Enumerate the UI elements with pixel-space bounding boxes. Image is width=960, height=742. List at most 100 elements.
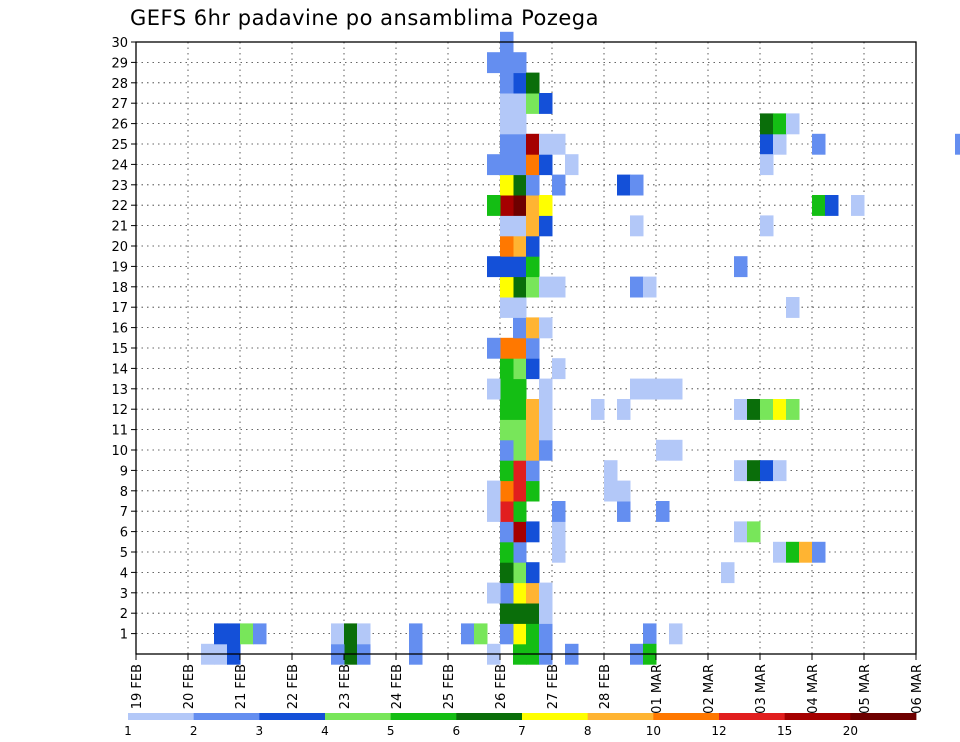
heatmap-cell	[526, 460, 540, 482]
y-tick-label: 17	[111, 301, 128, 316]
legend-swatch	[587, 713, 654, 720]
heatmap-cell	[513, 439, 527, 461]
heatmap-cell	[500, 582, 514, 604]
heatmap-cell	[500, 378, 514, 400]
legend-label: 2	[190, 724, 198, 738]
heatmap-cell	[643, 378, 657, 400]
y-tick-label: 4	[120, 566, 128, 581]
heatmap-cell	[500, 215, 514, 237]
heatmap-cell	[513, 133, 527, 155]
y-tick-label: 6	[120, 526, 128, 541]
heatmap-cell	[513, 52, 527, 74]
heatmap-cell	[513, 521, 527, 543]
heatmap-cell	[500, 154, 514, 176]
heatmap-cell	[526, 623, 540, 645]
legend-swatch	[193, 713, 260, 720]
heatmap-cell	[734, 521, 748, 543]
legend-swatch	[784, 713, 851, 720]
y-tick-label: 15	[111, 342, 128, 357]
heatmap-cell	[526, 582, 540, 604]
heatmap-cell	[812, 195, 826, 216]
x-tick-label: 28 FEB	[598, 664, 613, 709]
heatmap-cell	[630, 174, 644, 196]
heatmap-cell	[500, 480, 514, 502]
heatmap-cell	[500, 419, 514, 441]
heatmap-cell	[760, 460, 774, 482]
heatmap-cell	[760, 113, 774, 135]
heatmap-cell	[773, 133, 787, 155]
y-tick-label: 2	[120, 607, 128, 622]
heatmap-cell	[539, 276, 553, 298]
legend-swatch	[128, 713, 195, 720]
x-tick-label: 24 FEB	[390, 664, 405, 709]
heatmap-cell	[526, 133, 540, 155]
heatmap-cell	[747, 521, 761, 543]
heatmap-cell	[812, 133, 826, 155]
legend-label: 7	[518, 724, 526, 738]
heatmap-cell	[539, 419, 553, 441]
heatmap-cell	[513, 419, 527, 441]
heatmap-cell	[721, 562, 735, 584]
heatmap-cell	[513, 297, 527, 318]
heatmap-cell	[513, 195, 527, 216]
heatmap-cell	[617, 501, 631, 522]
y-tick-label: 13	[111, 383, 128, 398]
heatmap-cell	[253, 623, 267, 645]
x-tick-label: 25 FEB	[442, 664, 457, 709]
heatmap-cell	[500, 256, 514, 278]
y-tick-label: 1	[120, 628, 128, 643]
heatmap-cell	[500, 358, 514, 380]
y-tick-label: 22	[111, 199, 128, 214]
heatmap-cell	[799, 541, 813, 563]
heatmap-cell	[487, 337, 501, 359]
heatmap-cell	[656, 501, 670, 522]
heatmap-cell	[500, 501, 514, 522]
heatmap-cell	[461, 623, 475, 645]
heatmap-cell	[630, 276, 644, 298]
heatmap-cell	[227, 623, 241, 645]
x-tick-label: 05 MAR	[858, 664, 873, 714]
heatmap-cell	[500, 603, 514, 624]
legend-label: 4	[321, 724, 329, 738]
heatmap-cell	[513, 603, 527, 624]
heatmap-cell	[513, 480, 527, 502]
heatmap-cell	[526, 174, 540, 196]
heatmap-cell	[643, 623, 657, 645]
heatmap-cell	[526, 562, 540, 584]
heatmap-cell	[539, 133, 553, 155]
y-tick-label: 11	[111, 424, 128, 439]
heatmap-cell	[669, 623, 683, 645]
heatmap-cell	[604, 480, 618, 502]
heatmap-cell	[487, 256, 501, 278]
y-tick-label: 29	[111, 56, 128, 71]
heatmap-cell	[552, 174, 566, 196]
heatmap-cell	[786, 113, 800, 135]
heatmap-cell	[500, 235, 514, 257]
heatmap-cell	[734, 399, 748, 420]
legend-swatch	[653, 713, 720, 720]
heatmap-cell	[747, 399, 761, 420]
heatmap-cell	[643, 276, 657, 298]
y-tick-label: 12	[111, 403, 128, 418]
heatmap-cell	[552, 133, 566, 155]
heatmap-cell	[526, 154, 540, 176]
heatmap-cell	[760, 154, 774, 176]
x-tick-label: 19 FEB	[130, 664, 145, 709]
heatmap-cell	[656, 439, 670, 461]
heatmap-cell	[526, 603, 540, 624]
heatmap-cell	[500, 521, 514, 543]
legend-swatch	[390, 713, 457, 720]
x-tick-label: 06 MAR	[910, 664, 925, 714]
heatmap-cell	[812, 541, 826, 563]
heatmap-cell	[500, 399, 514, 420]
y-tick-label: 18	[111, 281, 128, 296]
heatmap-cell	[760, 133, 774, 155]
heatmap-cell	[539, 93, 553, 114]
heatmap-cell	[552, 358, 566, 380]
x-tick-label: 01 MAR	[650, 664, 665, 714]
heatmap-cell	[513, 378, 527, 400]
heatmap-cell	[513, 113, 527, 135]
heatmap-cell	[500, 541, 514, 563]
heatmap-cell	[747, 460, 761, 482]
